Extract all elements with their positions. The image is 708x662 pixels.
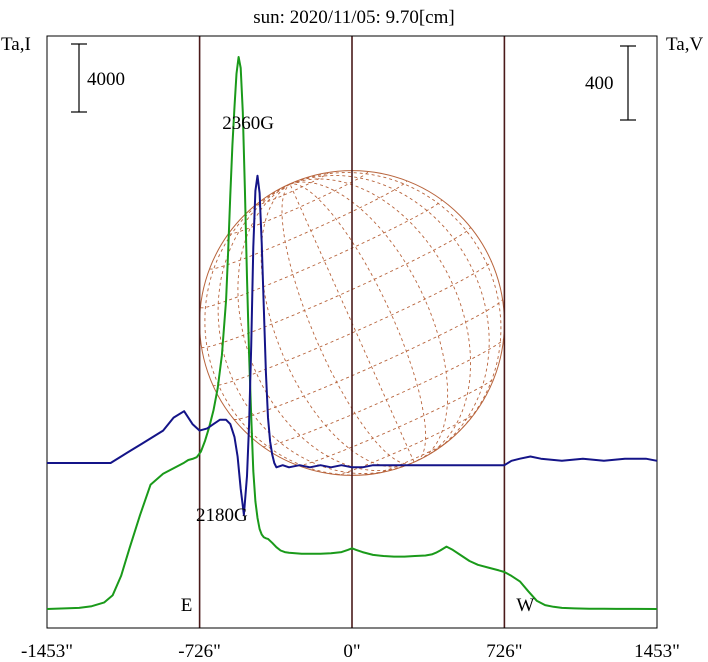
solar-grid-parallel: [297, 377, 495, 467]
x-tick-label: 1453": [634, 641, 680, 662]
x-tick-label: 726": [486, 641, 522, 662]
solar-grid-meridian: [289, 178, 471, 458]
solar-grid-parallel: [255, 172, 329, 206]
solar-grid-parallel: [336, 412, 476, 476]
x-tick-label: -726": [178, 641, 221, 662]
solar-grid-meridian: [217, 183, 398, 474]
solar-grid-parallel: [377, 441, 448, 474]
left-axis-label: Ta,I: [1, 34, 31, 55]
solar-grid-meridian: [289, 181, 449, 461]
series-intensity-line: [46, 56, 658, 610]
right-scale-bar: [620, 45, 636, 121]
left-scale-bar: [71, 43, 87, 113]
annotation-layer: 2360G 2180G E W: [181, 113, 535, 616]
solar-grid-parallel: [200, 199, 442, 309]
solar-grid-meridian: [289, 175, 490, 454]
solar-grid-parallel: [262, 338, 505, 448]
west-limb-label: W: [516, 595, 534, 616]
annotation-label: 2360G: [222, 113, 274, 134]
x-axis-ticks: -1453" -726" 0" 726" 1453": [21, 641, 680, 662]
solar-grid-parallel: [201, 227, 471, 349]
solar-grid-meridian: [237, 183, 404, 472]
solar-grid-meridian: [260, 183, 410, 468]
chart-title: sun: 2020/11/05: 9.70[cm]: [253, 7, 454, 28]
limb-and-center-lines: [198, 36, 506, 628]
east-limb-label: E: [181, 595, 193, 616]
x-tick-label: 0": [343, 641, 360, 662]
solar-grid-meridian: [204, 183, 380, 476]
x-tick-label: -1453": [21, 641, 73, 662]
right-axis-label: Ta,V: [666, 34, 703, 55]
left-scale-label: 4000: [87, 69, 125, 90]
series-layer: [46, 56, 658, 610]
solar-grid-meridian: [289, 183, 415, 463]
solar-grid-parallel: [209, 180, 408, 270]
solar-grid-meridian: [289, 172, 502, 445]
series-polarization-line: [47, 174, 658, 516]
plot-frame: [46, 35, 658, 629]
right-scale-label: 400: [585, 73, 614, 94]
annotation-label: 2180G: [196, 505, 248, 526]
